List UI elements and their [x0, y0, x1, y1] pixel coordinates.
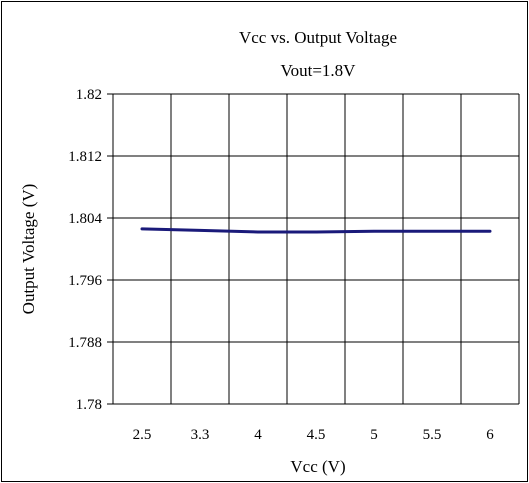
- x-tick-label: 4.5: [307, 427, 326, 443]
- series-layer: [140, 227, 492, 234]
- x-tick-label: 6: [486, 427, 494, 443]
- x-tick-label: 5.5: [423, 427, 442, 443]
- y-tick-label: 1.796: [68, 273, 102, 289]
- axes: [107, 93, 519, 405]
- y-tick-label: 1.788: [68, 335, 102, 351]
- y-tick-labels: 1.82 1.812 1.804 1.796 1.788 1.78: [68, 87, 102, 413]
- series-line: [140, 227, 492, 234]
- chart-title: Vcc vs. Output Voltage: [239, 28, 397, 47]
- y-tick-label: 1.812: [68, 149, 102, 165]
- y-tick-label: 1.804: [68, 211, 102, 227]
- x-tick-label: 3.3: [191, 427, 210, 443]
- plot-area: [113, 94, 519, 404]
- x-tick-label: 5: [370, 427, 378, 443]
- y-tick-label: 1.78: [76, 397, 102, 413]
- x-axis-label: Vcc (V): [290, 457, 345, 476]
- y-tick-label: 1.82: [76, 87, 102, 103]
- x-tick-labels: 2.5 3.3 4 4.5 5 5.5 6: [133, 427, 495, 443]
- x-tick-label: 2.5: [133, 427, 152, 443]
- chart-subtitle: Vout=1.8V: [281, 61, 357, 80]
- y-axis-label: Output Voltage (V): [19, 184, 38, 315]
- x-tick-label: 4: [254, 427, 262, 443]
